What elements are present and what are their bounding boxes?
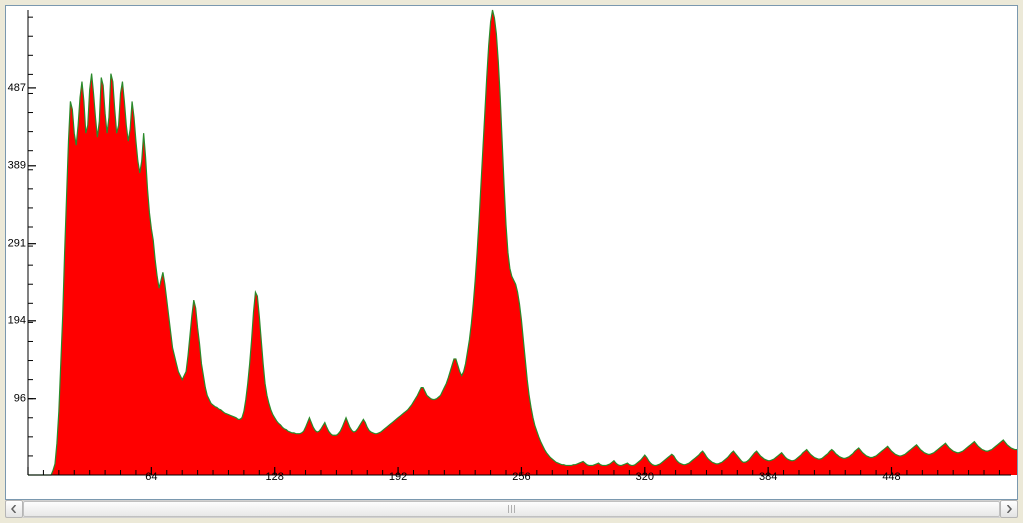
- svg-text:487: 487: [8, 82, 26, 94]
- chevron-right-icon: [1005, 505, 1013, 513]
- scrollbar-thumb[interactable]: [23, 501, 1000, 517]
- svg-text:192: 192: [389, 471, 407, 483]
- svg-text:291: 291: [8, 238, 26, 250]
- svg-text:194: 194: [8, 315, 26, 327]
- chart-panel: 64 128 192 256 320 384 448 96 194 291 389 487: [5, 5, 1018, 500]
- svg-text:96: 96: [14, 393, 26, 405]
- svg-text:64: 64: [145, 471, 157, 483]
- window: 64 128 192 256 320 384 448 96 194 291 389 487: [0, 0, 1023, 523]
- svg-text:128: 128: [266, 471, 284, 483]
- histogram-chart: 64 128 192 256 320 384 448 96 194 291 389 487: [6, 6, 1017, 499]
- svg-text:256: 256: [512, 471, 530, 483]
- scroll-right-button[interactable]: [1000, 500, 1018, 518]
- svg-text:384: 384: [759, 471, 777, 483]
- svg-text:448: 448: [882, 471, 900, 483]
- svg-text:320: 320: [636, 471, 654, 483]
- scroll-left-button[interactable]: [5, 500, 23, 518]
- svg-text:389: 389: [8, 160, 26, 172]
- chevron-left-icon: [10, 505, 18, 513]
- horizontal-scrollbar[interactable]: [5, 500, 1018, 518]
- scrollbar-track[interactable]: [23, 500, 1000, 518]
